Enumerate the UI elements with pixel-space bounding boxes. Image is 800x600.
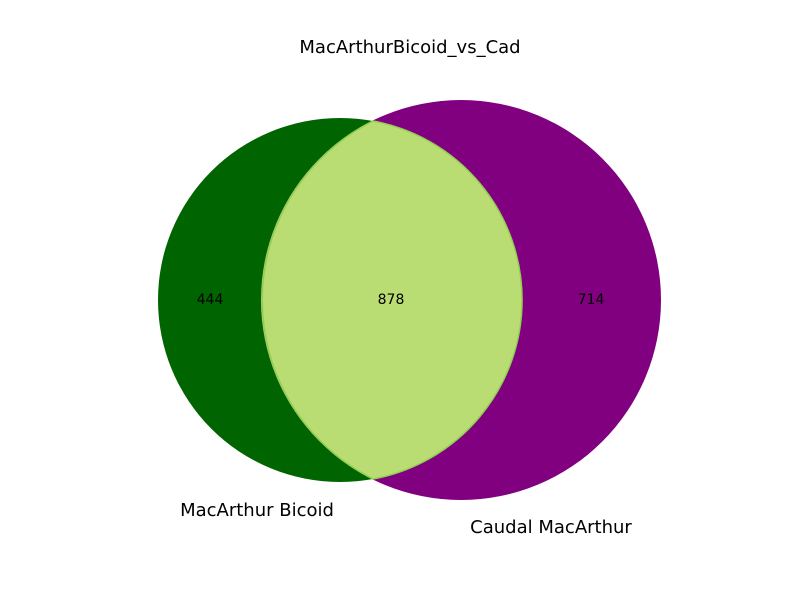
set-b-label: Caudal MacArthur (470, 517, 632, 538)
diagram-title: MacArthurBicoid_vs_Cad (299, 37, 520, 58)
set-a-only-count: 444 (197, 292, 224, 308)
intersection-count: 878 (378, 292, 405, 308)
intersection-outline (261, 120, 523, 480)
set-b-only-count: 714 (578, 292, 605, 308)
intersection-region (261, 118, 522, 482)
set-a-label: MacArthur Bicoid (180, 500, 334, 521)
